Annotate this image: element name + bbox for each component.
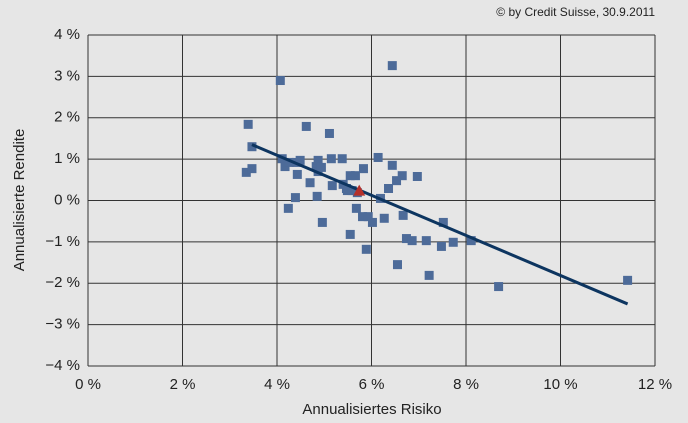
square-point <box>407 236 417 246</box>
square-point <box>337 154 347 164</box>
y-tick-label: 0 % <box>54 191 80 208</box>
square-point <box>351 203 361 213</box>
y-tick-label: −2 % <box>45 274 80 291</box>
square-point <box>358 164 368 174</box>
regression-line <box>251 143 629 306</box>
square-point <box>345 171 355 181</box>
square-point <box>623 275 633 285</box>
square-point <box>397 171 407 181</box>
square-point <box>363 212 373 222</box>
y-tick-label: 2 % <box>54 109 80 126</box>
square-point <box>311 162 321 172</box>
source-note: © by Credit Suisse, 30.9.2011 <box>496 5 655 19</box>
x-tick-label: 12 % <box>638 376 672 393</box>
square-point <box>295 155 305 165</box>
square-point <box>392 176 402 186</box>
square-point <box>387 61 397 71</box>
square-point <box>283 203 293 213</box>
x-axis-title: Annualisiertes Risiko <box>302 401 441 418</box>
square-point <box>448 237 458 247</box>
square-point <box>401 234 411 244</box>
y-tick-label: −4 % <box>45 357 80 374</box>
square-point <box>290 193 300 203</box>
y-axis-title: Annualisierte Rendite <box>11 129 28 272</box>
square-point <box>466 236 476 246</box>
square-point <box>326 154 336 164</box>
square-point <box>494 282 504 292</box>
y-tick-label: −3 % <box>45 316 80 333</box>
square-point <box>241 167 251 177</box>
x-tick-label: 4 % <box>264 376 290 393</box>
triangle-point <box>353 184 366 196</box>
square-point <box>345 229 355 239</box>
square-point <box>342 186 352 196</box>
square-point <box>313 155 323 165</box>
square-point <box>358 212 368 222</box>
square-point <box>398 210 408 220</box>
square-point <box>438 217 448 227</box>
square-point <box>243 119 253 129</box>
x-tick-label: 10 % <box>543 376 577 393</box>
square-point <box>392 260 402 270</box>
square-point <box>327 181 337 191</box>
square-point <box>312 191 322 201</box>
square-point <box>373 152 383 162</box>
square-point <box>350 171 360 181</box>
square-point <box>284 157 294 167</box>
square-point <box>347 186 357 196</box>
square-point <box>292 169 302 179</box>
square-point <box>247 142 257 152</box>
square-point <box>247 164 257 174</box>
y-tick-label: 3 % <box>54 67 80 84</box>
square-point <box>412 172 422 182</box>
square-point <box>317 217 327 227</box>
x-tick-label: 2 % <box>170 376 196 393</box>
square-point <box>424 270 434 280</box>
x-tick-label: 0 % <box>75 376 101 393</box>
y-tick-label: −1 % <box>45 233 80 250</box>
square-point <box>436 241 446 251</box>
square-point <box>361 244 371 254</box>
y-tick-label: 4 % <box>54 26 80 43</box>
square-point <box>379 213 389 223</box>
square-point <box>367 217 377 227</box>
square-point <box>316 162 326 172</box>
square-point <box>384 184 394 194</box>
square-point <box>421 236 431 246</box>
square-point <box>305 178 315 188</box>
x-tick-label: 8 % <box>453 376 479 393</box>
square-point <box>301 121 311 131</box>
square-point <box>275 76 285 86</box>
square-point <box>387 160 397 170</box>
square-point <box>324 128 334 138</box>
x-tick-label: 6 % <box>359 376 385 393</box>
y-tick-label: 1 % <box>54 150 80 167</box>
